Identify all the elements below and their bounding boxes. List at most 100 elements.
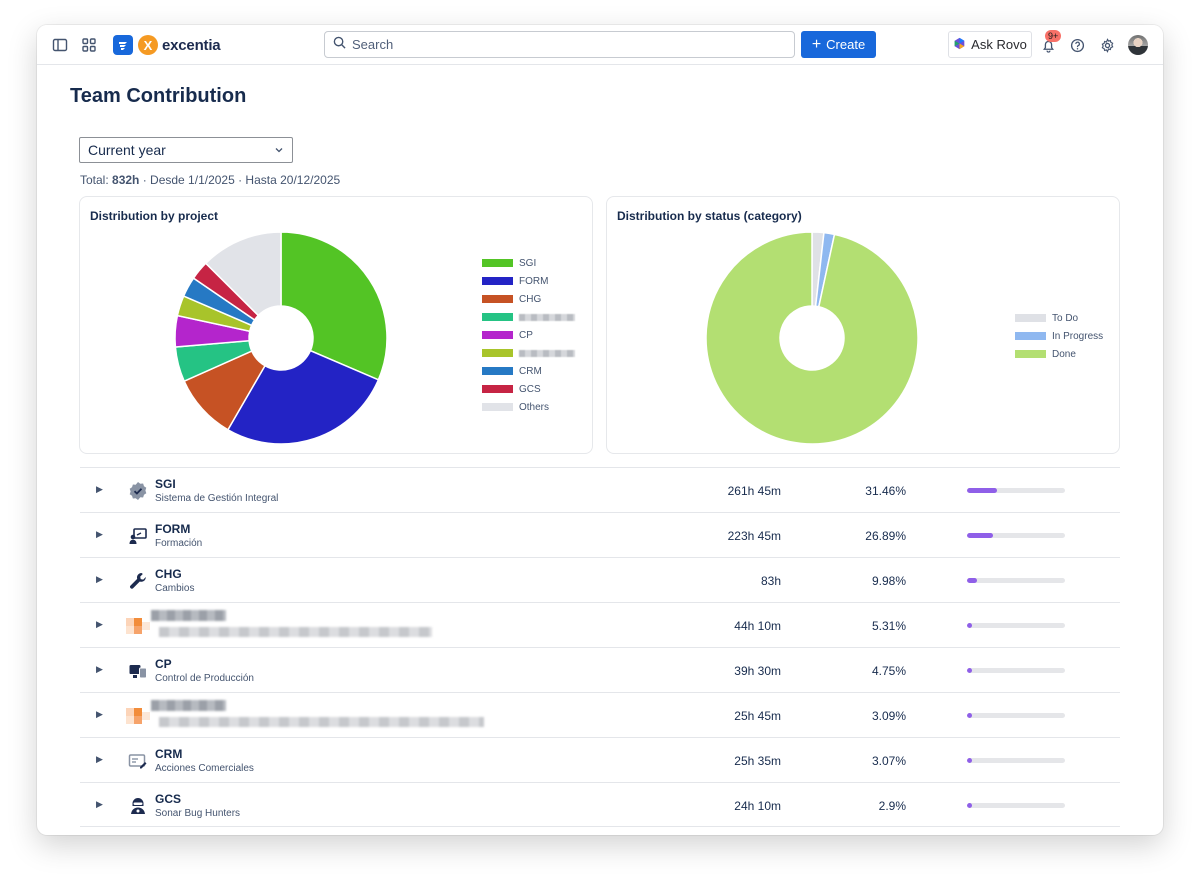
table-row[interactable]: ▶ CP Control de Producción 39h 30m 4.75% <box>80 647 1120 692</box>
table-row[interactable]: ▶ CRM Acciones Comerciales 25h 35m 3.07% <box>80 737 1120 782</box>
status-legend-swatch <box>1015 314 1046 322</box>
table-row[interactable]: ▶ SGI Sistema de Gestión Integral 261h 45m 3… <box>80 467 1120 512</box>
status-chart-title: Distribution by status (category) <box>617 209 802 223</box>
period-select[interactable]: Current year <box>79 137 293 163</box>
project-legend-item[interactable]: GCS <box>482 380 575 398</box>
project-legend: SGI FORM CHG CP CRM GCS Others <box>482 254 575 416</box>
search-box[interactable] <box>324 31 795 58</box>
status-legend-item[interactable]: To Do <box>1015 309 1103 327</box>
summary-prefix: Total: <box>80 173 113 187</box>
share-progress-bar <box>967 758 1065 763</box>
verified-badge-icon <box>126 479 150 503</box>
id-card-icon <box>126 749 150 773</box>
project-slice-0[interactable] <box>280 231 388 381</box>
table-row[interactable]: ▶ FORM Formación 223h 45m 26.89% <box>80 512 1120 557</box>
ask-rovo-button[interactable]: Ask Rovo <box>948 31 1032 58</box>
project-legend-item[interactable]: CHG <box>482 290 575 308</box>
project-percentage: 9.98% <box>871 574 906 588</box>
user-avatar[interactable] <box>1128 35 1148 55</box>
app-switcher-icon[interactable] <box>80 36 98 54</box>
project-legend-item[interactable] <box>482 308 575 326</box>
expand-arrow-icon[interactable]: ▶ <box>96 574 103 584</box>
summary-range: · Desde 1/1/2025 · Hasta 20/12/2025 <box>139 173 341 187</box>
search-icon <box>333 36 346 54</box>
presentation-icon <box>126 524 150 548</box>
app-window: X excentia + Create Ask Rovo 9+ <box>37 25 1163 835</box>
project-code: CHG <box>155 567 182 581</box>
site-brand[interactable]: X excentia <box>138 34 221 56</box>
project-legend-label: CRM <box>519 365 542 377</box>
period-select-value: Current year <box>88 142 166 158</box>
project-legend-item[interactable]: CP <box>482 326 575 344</box>
table-row[interactable]: ▶ 44h 10m 5.31% <box>80 602 1120 647</box>
project-legend-item[interactable]: Others <box>482 398 575 416</box>
project-code: SGI <box>155 477 176 491</box>
status-legend-label: Done <box>1052 348 1076 360</box>
rovo-icon <box>953 37 966 53</box>
settings-gear-icon[interactable] <box>1098 36 1116 54</box>
share-progress-fill <box>967 713 972 718</box>
project-slice-1[interactable] <box>226 349 380 445</box>
expand-arrow-icon[interactable]: ▶ <box>96 484 103 494</box>
project-legend-label: Others <box>519 401 550 413</box>
project-code: FORM <box>155 522 191 536</box>
redacted-project-name <box>159 717 484 727</box>
table-row[interactable]: ▶ 25h 45m 3.09% <box>80 692 1120 737</box>
pixelated-project-icon <box>126 614 150 638</box>
table-row[interactable]: ▶ CHG Cambios 83h 9.98% <box>80 557 1120 602</box>
status-slice-2[interactable] <box>705 231 919 445</box>
status-legend-item[interactable]: Done <box>1015 345 1103 363</box>
help-icon[interactable] <box>1068 36 1086 54</box>
plus-icon: + <box>811 35 822 53</box>
project-legend-item[interactable]: FORM <box>482 272 575 290</box>
expand-arrow-icon[interactable]: ▶ <box>96 754 103 764</box>
top-navigation: X excentia + Create Ask Rovo 9+ <box>37 25 1163 65</box>
project-legend-item[interactable]: SGI <box>482 254 575 272</box>
table-row[interactable]: ▶ GCS Sonar Bug Hunters 24h 10m 2.9% <box>80 782 1120 827</box>
project-legend-swatch <box>482 259 513 267</box>
project-code: CP <box>155 657 172 671</box>
expand-arrow-icon[interactable]: ▶ <box>96 799 103 809</box>
status-distribution-card: Distribution by status (category) To Do I… <box>606 196 1120 454</box>
status-legend-label: In Progress <box>1052 330 1104 342</box>
project-name: Sonar Bug Hunters <box>155 808 241 819</box>
project-percentage: 3.09% <box>871 709 906 723</box>
jira-logo-icon[interactable] <box>113 35 133 55</box>
expand-arrow-icon[interactable]: ▶ <box>96 709 103 719</box>
project-legend-item[interactable]: CRM <box>482 362 575 380</box>
share-progress-bar <box>967 533 1065 538</box>
project-legend-label-redacted <box>519 313 575 321</box>
summary-total: 832h <box>112 173 140 187</box>
project-percentage: 3.07% <box>871 754 906 768</box>
project-distribution-card: Distribution by project SGI FORM CHG CP CRM G… <box>79 196 593 454</box>
project-slice-8[interactable] <box>204 231 282 317</box>
expand-arrow-icon[interactable]: ▶ <box>96 529 103 539</box>
redacted-project-code <box>151 700 226 711</box>
status-legend-label: To Do <box>1052 312 1079 324</box>
expand-arrow-icon[interactable]: ▶ <box>96 619 103 629</box>
sidebar-toggle-icon[interactable] <box>51 36 69 54</box>
project-name: Control de Producción <box>155 673 254 684</box>
project-pie-chart <box>174 231 388 445</box>
project-legend-item[interactable] <box>482 344 575 362</box>
search-input[interactable] <box>352 37 772 52</box>
share-progress-bar <box>967 578 1065 583</box>
chevron-down-icon <box>274 142 284 158</box>
create-button[interactable]: + Create <box>801 31 876 58</box>
redacted-project-code <box>151 610 226 621</box>
project-time: 83h <box>760 574 781 588</box>
share-progress-fill <box>967 803 972 808</box>
project-legend-swatch <box>482 331 513 339</box>
expand-arrow-icon[interactable]: ▶ <box>96 664 103 674</box>
project-legend-label-redacted <box>519 349 575 357</box>
project-legend-swatch <box>482 277 513 285</box>
status-legend-item[interactable]: In Progress <box>1015 327 1103 345</box>
share-progress-fill <box>967 623 972 628</box>
project-percentage: 26.89% <box>865 529 906 543</box>
page-title: Team Contribution <box>70 85 247 107</box>
project-percentage: 2.9% <box>878 799 906 813</box>
share-progress-bar <box>967 803 1065 808</box>
status-legend-swatch <box>1015 350 1046 358</box>
project-time: 25h 35m <box>734 754 781 768</box>
project-name: Sistema de Gestión Integral <box>155 493 279 504</box>
